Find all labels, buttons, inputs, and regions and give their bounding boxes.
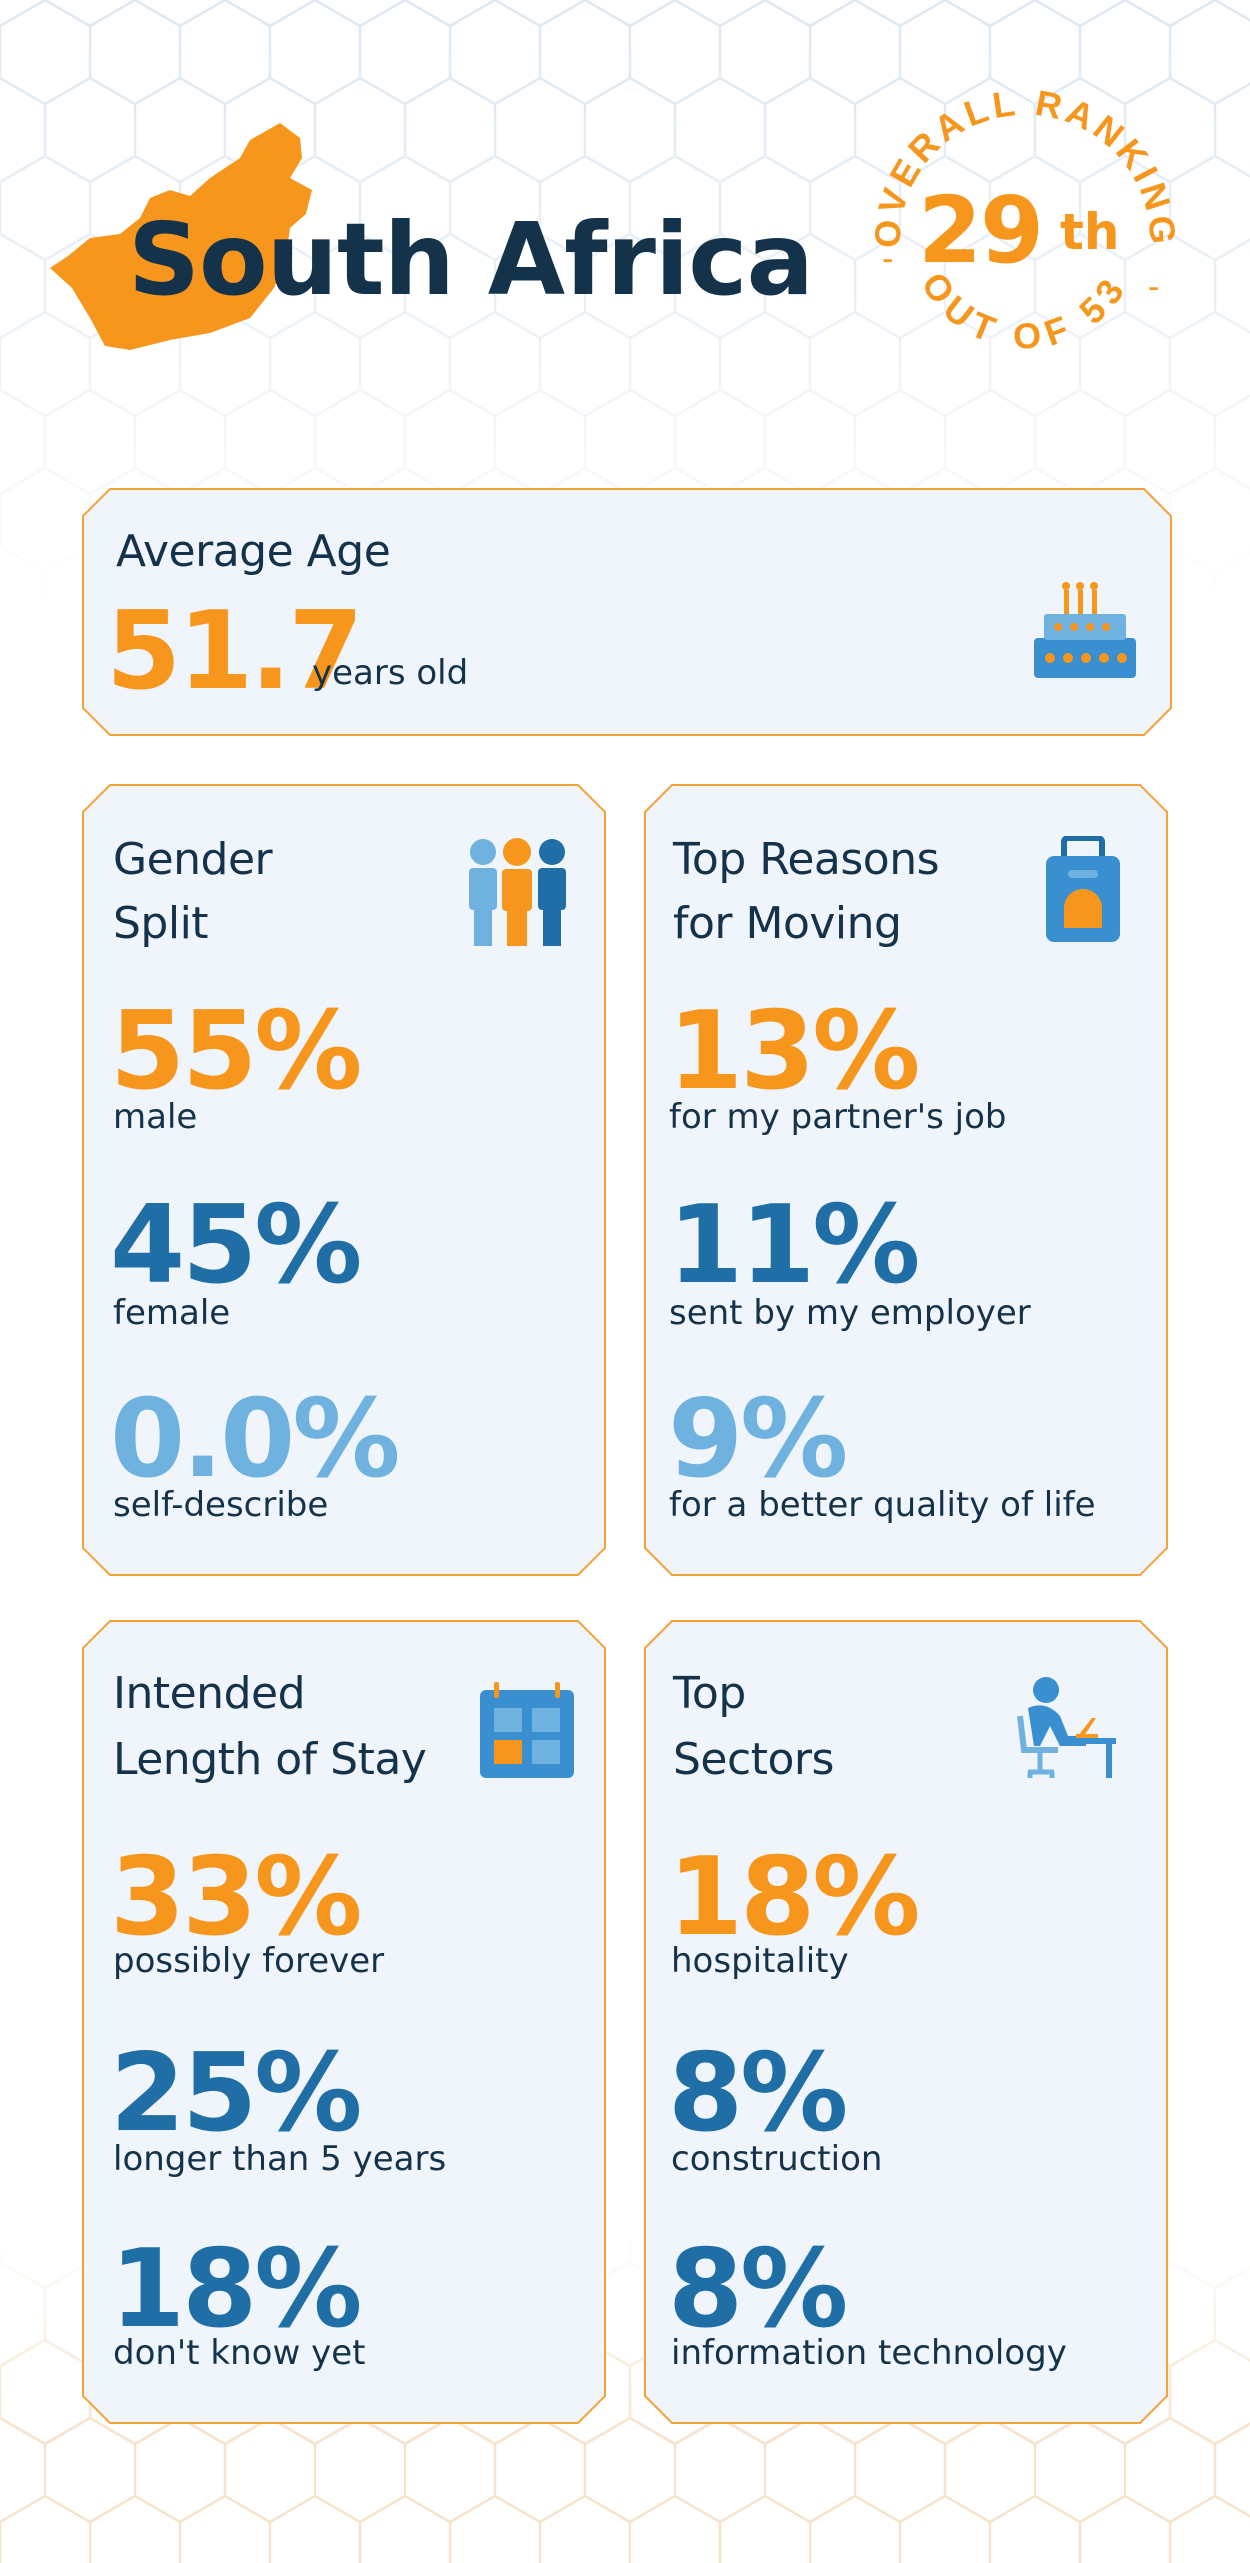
- stay-stat-value-1: 25%: [110, 2031, 363, 2156]
- reasons-stat-label-2: for a better quality of life: [669, 1485, 1096, 1525]
- average-age-unit: years old: [312, 653, 469, 693]
- top-sectors-title-line1: Top: [673, 1668, 746, 1719]
- top-sectors-title-line2: Sectors: [673, 1734, 834, 1785]
- sectors-stat-value-0: 18%: [668, 1835, 921, 1960]
- south-africa-map-icon: [50, 123, 312, 350]
- people-group-icon: [469, 838, 566, 946]
- ranking-dash-left: -: [882, 240, 893, 278]
- rank-suffix: th: [1060, 203, 1120, 261]
- rank-number: 29: [918, 177, 1044, 284]
- gender-split-title-line1: Gender: [113, 834, 273, 885]
- sectors-stat-label-1: construction: [671, 2139, 883, 2179]
- country-title: South Africa: [128, 201, 814, 318]
- stay-stat-label-1: longer than 5 years: [113, 2139, 447, 2179]
- reasons-stat-label-0: for my partner's job: [669, 1097, 1007, 1137]
- stay-stat-label-2: don't know yet: [113, 2333, 366, 2373]
- reasons-stat-label-1: sent by my employer: [669, 1293, 1031, 1333]
- gender-split-title-line2: Split: [113, 898, 209, 949]
- gender-stat-label-2: self-describe: [113, 1485, 329, 1525]
- calendar-icon: [480, 1682, 574, 1778]
- sectors-stat-label-2: information technology: [671, 2333, 1067, 2373]
- top-reasons-title-line2: for Moving: [673, 898, 902, 949]
- sectors-stat-value-2: 8%: [668, 2227, 848, 2352]
- gender-stat-value-0: 55%: [110, 989, 363, 1114]
- gender-stat-label-0: male: [113, 1097, 198, 1137]
- length-of-stay-title-line2: Length of Stay: [113, 1734, 427, 1785]
- reasons-stat-value-1: 11%: [668, 1183, 921, 1308]
- stay-stat-label-0: possibly forever: [113, 1941, 385, 1981]
- gender-stat-value-2: 0.0%: [110, 1377, 401, 1502]
- sectors-stat-value-1: 8%: [668, 2031, 848, 2156]
- reasons-stat-value-0: 13%: [668, 989, 921, 1114]
- length-of-stay-title-line1: Intended: [113, 1668, 306, 1719]
- average-age-title: Average Age: [116, 526, 391, 577]
- ranking-dash-right: -: [1148, 268, 1159, 306]
- suitcase-icon: [1046, 836, 1120, 942]
- birthday-cake-icon: [1034, 582, 1136, 678]
- overall-ranking-badge: OVERALL RANKING OUT OF 53 - -: [866, 82, 1179, 357]
- sectors-stat-label-0: hospitality: [671, 1941, 849, 1981]
- top-reasons-title-line1: Top Reasons: [673, 834, 940, 885]
- stay-stat-value-0: 33%: [110, 1835, 363, 1960]
- stay-stat-value-2: 18%: [110, 2227, 363, 2352]
- gender-stat-label-1: female: [113, 1293, 231, 1333]
- person-at-desk-icon: [1017, 1677, 1116, 1778]
- gender-stat-value-1: 45%: [110, 1183, 363, 1308]
- reasons-stat-value-2: 9%: [668, 1377, 848, 1502]
